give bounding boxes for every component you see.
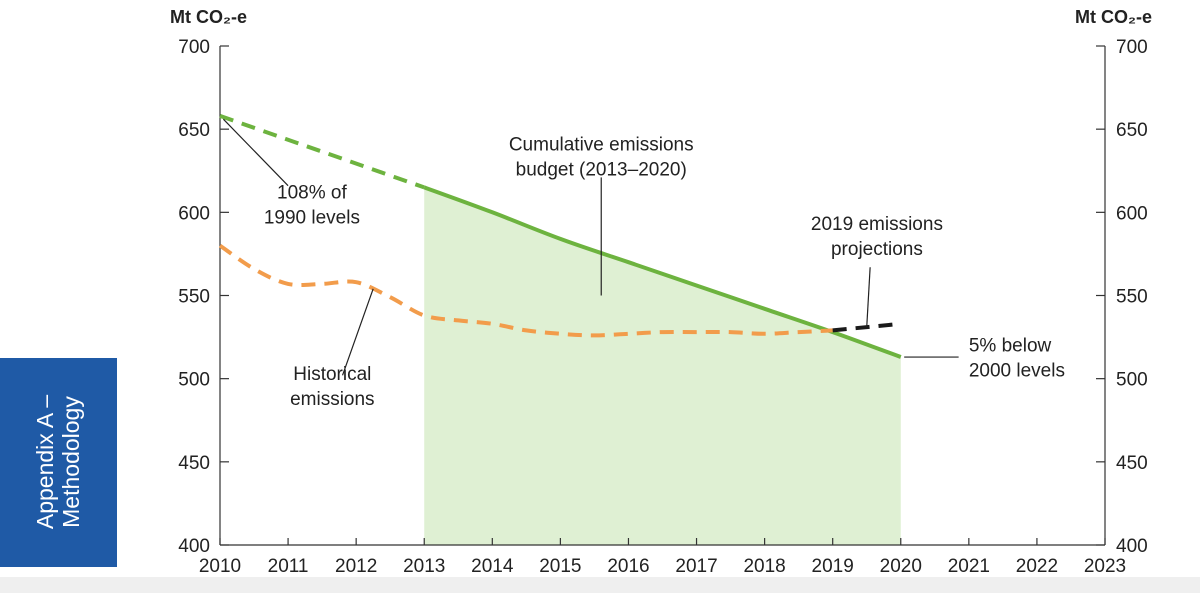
series-line-0 bbox=[219, 114, 425, 190]
budget-area bbox=[424, 187, 901, 545]
budget-fill-layer bbox=[424, 187, 901, 545]
y-tick-label-right: 400 bbox=[1116, 536, 1148, 557]
bottom-bar bbox=[0, 577, 1200, 593]
annotation-label-108: 1990 levels bbox=[264, 208, 360, 229]
series-line-2 bbox=[218, 243, 833, 338]
annotation-label-projection: 2019 emissions bbox=[811, 214, 943, 235]
annotation-leader-108 bbox=[222, 118, 289, 187]
x-tick-label: 2016 bbox=[607, 556, 649, 577]
y-axis-label-left: Mt CO₂-e bbox=[170, 7, 247, 27]
annotation-label-budget: Cumulative emissions bbox=[509, 134, 694, 155]
x-tick-label: 2013 bbox=[403, 556, 445, 577]
x-tick-label: 2017 bbox=[675, 556, 717, 577]
annotations-layer: Cumulative emissions budget (2013–2020) 10… bbox=[222, 118, 1065, 410]
x-tick-label: 2020 bbox=[880, 556, 922, 577]
y-tick-label-right: 500 bbox=[1116, 370, 1148, 391]
appendix-tab-label: Appendix A – Methodology bbox=[32, 395, 84, 529]
appendix-tab: Appendix A – Methodology bbox=[0, 358, 117, 567]
x-tick-label: 2011 bbox=[268, 556, 309, 577]
axes-layer: 400 400 450 450 500 500 550 550 600 600 650 650 700 7… bbox=[170, 7, 1152, 577]
y-tick-label-left: 450 bbox=[178, 453, 210, 474]
annotation-label-projection: projections bbox=[831, 239, 923, 260]
annotation-label-fivepct: 2000 levels bbox=[969, 361, 1065, 382]
y-tick-label-left: 400 bbox=[178, 536, 210, 557]
annotation-leader-projection bbox=[866, 267, 871, 328]
y-axis-label-right: Mt CO₂-e bbox=[1075, 7, 1152, 27]
y-tick-label-left: 700 bbox=[178, 37, 210, 58]
y-tick-label-left: 500 bbox=[178, 370, 210, 391]
y-tick-label-right: 600 bbox=[1116, 203, 1148, 224]
x-tick-label: 2015 bbox=[539, 556, 581, 577]
annotation-label-historical: Historical bbox=[293, 364, 371, 385]
annotation-label-historical: emissions bbox=[290, 389, 374, 410]
x-tick-label: 2012 bbox=[335, 556, 377, 577]
x-tick-label: 2021 bbox=[948, 556, 990, 577]
y-tick-label-right: 550 bbox=[1116, 287, 1148, 308]
annotation-label-108: 108% of bbox=[277, 183, 347, 204]
annotation-leader-historical bbox=[341, 288, 374, 376]
appendix-tab-line1: Appendix A – bbox=[32, 394, 58, 530]
y-tick-label-left: 600 bbox=[178, 203, 210, 224]
x-tick-label: 2019 bbox=[812, 556, 854, 577]
y-tick-label-right: 650 bbox=[1116, 120, 1148, 141]
y-tick-label-right: 700 bbox=[1116, 37, 1148, 58]
x-tick-label: 2022 bbox=[1016, 556, 1058, 577]
y-tick-label-left: 550 bbox=[178, 287, 210, 308]
y-tick-label-right: 450 bbox=[1116, 453, 1148, 474]
annotation-label-fivepct: 5% below bbox=[969, 336, 1052, 357]
y-tick-label-left: 650 bbox=[178, 120, 210, 141]
x-tick-label: 2014 bbox=[471, 556, 514, 577]
x-tick-label: 2018 bbox=[743, 556, 785, 577]
x-tick-label: 2023 bbox=[1084, 556, 1126, 577]
appendix-tab-line2: Methodology bbox=[58, 396, 84, 528]
annotation-label-budget: budget (2013–2020) bbox=[516, 159, 687, 180]
x-tick-label: 2010 bbox=[199, 556, 241, 577]
